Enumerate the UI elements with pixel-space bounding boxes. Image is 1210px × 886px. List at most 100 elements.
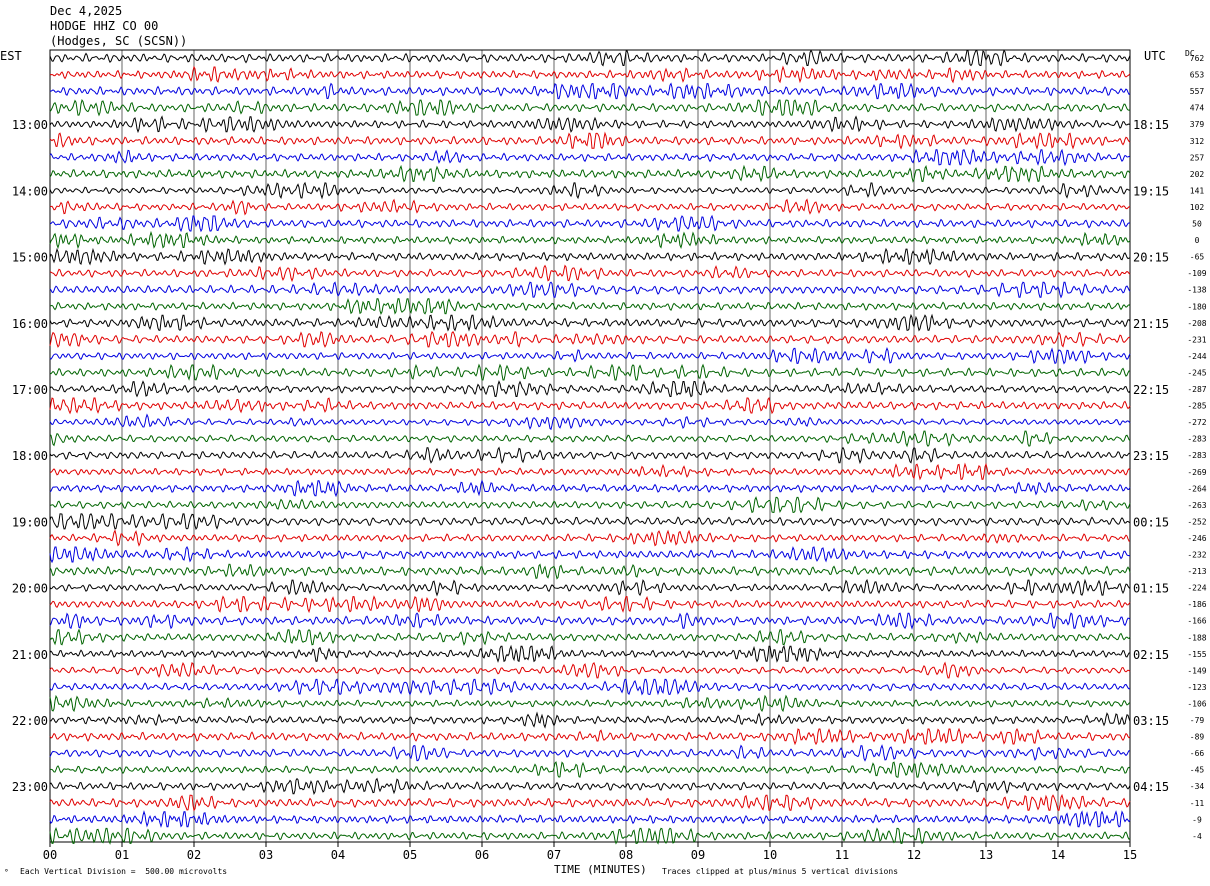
x-tick-label: 14: [1051, 848, 1065, 862]
dc-offset-label: 102: [1190, 203, 1205, 212]
trace-line: [49, 545, 1131, 564]
trace-line: [49, 661, 1131, 679]
scale-note: Each Vertical Division = 500.00 microvol…: [20, 867, 228, 876]
dc-offset-label: -231: [1187, 335, 1206, 344]
trace-line: [49, 578, 1131, 597]
x-axis-label: TIME (MINUTES): [554, 863, 647, 876]
trace-line: [49, 462, 1131, 481]
dc-offset-label: 312: [1190, 137, 1205, 146]
dc-offset-label: -232: [1187, 551, 1206, 560]
trace-line: [49, 363, 1131, 381]
x-tick-label: 06: [475, 848, 489, 862]
trace-line: [49, 826, 1131, 845]
trace-line: [49, 214, 1131, 233]
station-location: (Hodges, SC (SCSN)): [50, 34, 188, 48]
dc-offset-label: -66: [1190, 749, 1205, 758]
trace-line: [49, 761, 1131, 778]
dc-offset-label: -45: [1190, 766, 1205, 775]
dc-offset-label: -65: [1190, 253, 1205, 262]
x-tick-label: 12: [907, 848, 921, 862]
dc-offset-label: -149: [1187, 666, 1206, 675]
trace-line: [49, 479, 1131, 498]
est-hour-label: 13:00: [12, 118, 48, 132]
dc-offset-label: -123: [1187, 683, 1206, 692]
dc-offset-label: -79: [1190, 716, 1205, 725]
trace-line: [49, 298, 1131, 315]
trace-line: [49, 347, 1131, 365]
x-tick-label: 11: [835, 848, 849, 862]
trace-line: [49, 727, 1131, 746]
trace-line: [49, 115, 1131, 134]
dc-offset-label: -188: [1187, 633, 1206, 642]
est-hour-label: 18:00: [12, 449, 48, 463]
trace-line: [49, 678, 1131, 696]
plot-frame: [49, 49, 1131, 843]
est-hour-label: 23:00: [12, 780, 48, 794]
utc-axis-label: UTC: [1144, 49, 1166, 63]
dc-offset-label: 474: [1190, 104, 1205, 113]
trace-line: [49, 82, 1131, 100]
x-tick-label: 05: [403, 848, 417, 862]
utc-hour-label: 22:15: [1133, 383, 1169, 397]
dc-offset-label: 762: [1190, 54, 1205, 63]
utc-hour-label: 18:15: [1133, 118, 1169, 132]
trace-line: [49, 131, 1131, 150]
trace-line: [49, 313, 1131, 332]
x-tick-label: 07: [547, 848, 561, 862]
dc-label: DC: [1185, 49, 1195, 58]
trace-line: [49, 49, 1131, 67]
dc-offset-label: -155: [1187, 650, 1206, 659]
trace-line: [49, 513, 1131, 530]
trace-line: [49, 148, 1131, 167]
trace-line: [49, 99, 1131, 117]
dc-offset-label: -138: [1187, 286, 1206, 295]
x-tick-label: 10: [763, 848, 777, 862]
dc-offset-label: -180: [1187, 302, 1206, 311]
trace-line: [49, 563, 1131, 580]
est-hour-label: 21:00: [12, 648, 48, 662]
dc-offset-label: -224: [1187, 584, 1206, 593]
utc-hour-label: 20:15: [1133, 251, 1169, 265]
dc-offset-label: -246: [1187, 534, 1206, 543]
x-tick-label: 08: [619, 848, 633, 862]
trace-line: [49, 694, 1131, 713]
dc-offset-label: -263: [1187, 501, 1206, 510]
dc-offset-label: 50: [1192, 220, 1202, 229]
trace-line: [49, 413, 1131, 431]
trace-line: [49, 230, 1131, 250]
trace-line: [49, 612, 1131, 630]
dc-offset-label: -283: [1187, 451, 1206, 460]
utc-hour-label: 04:15: [1133, 780, 1169, 794]
trace-line: [49, 65, 1131, 84]
trace-line: [49, 430, 1131, 448]
trace-line: [49, 181, 1131, 200]
station-name: HODGE HHZ CO 00: [50, 19, 159, 33]
trace-line: [49, 744, 1131, 762]
trace-line: [49, 711, 1131, 729]
x-tick-label: 00: [43, 848, 57, 862]
plot-date: Dec 4,2025: [50, 4, 123, 18]
utc-hour-label: 21:15: [1133, 317, 1169, 331]
dc-offset-label: 202: [1190, 170, 1205, 179]
dc-offset-label: -9: [1192, 815, 1202, 824]
dc-offset-label: -166: [1187, 617, 1206, 626]
x-tick-label: 13: [979, 848, 993, 862]
dc-offset-label: -287: [1187, 385, 1206, 394]
est-axis-label: EST: [0, 49, 22, 63]
est-hour-label: 15:00: [12, 251, 48, 265]
dc-offset-label: -11: [1190, 799, 1205, 808]
trace-line: [49, 644, 1131, 663]
x-tick-label: 04: [331, 848, 345, 862]
dc-offset-label: -252: [1187, 517, 1206, 526]
x-tick-label: 01: [115, 848, 129, 862]
est-hour-label: 19:00: [12, 515, 48, 529]
trace-line: [49, 396, 1131, 415]
dc-offset-label: 653: [1190, 71, 1205, 80]
corner-mark: °: [4, 868, 9, 877]
est-hour-label: 20:00: [12, 582, 48, 596]
trace-line: [49, 247, 1131, 266]
utc-hour-label: 19:15: [1133, 184, 1169, 198]
x-tick-label: 03: [259, 848, 273, 862]
dc-offset-label: 379: [1190, 120, 1205, 129]
est-hour-label: 17:00: [12, 383, 48, 397]
